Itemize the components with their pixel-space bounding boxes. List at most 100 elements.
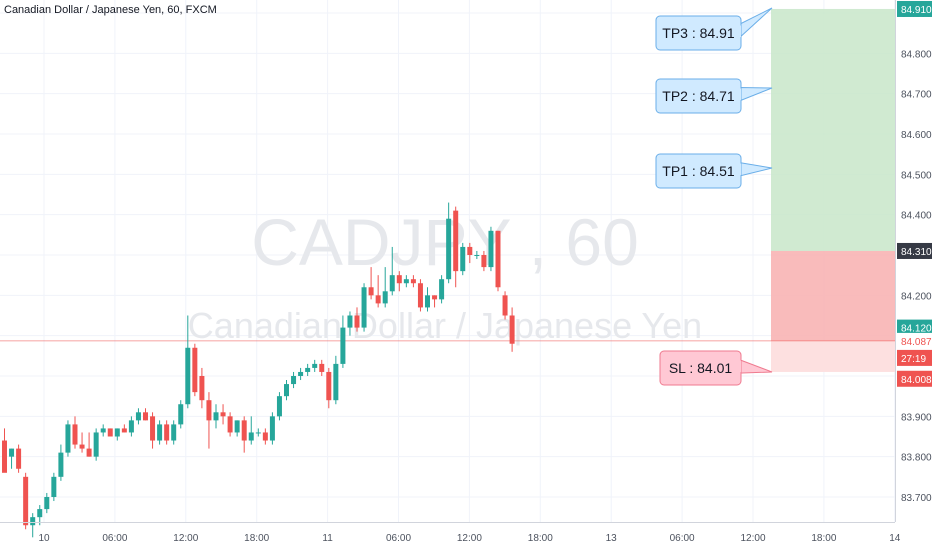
candle: [23, 472, 29, 530]
candle: [326, 367, 332, 409]
tag-current: 84.120: [897, 319, 932, 336]
candle: [389, 246, 395, 296]
tag-current-text: 84.120: [901, 324, 932, 335]
candle: [79, 432, 85, 453]
candle: [354, 307, 360, 332]
candle-body: [439, 279, 445, 300]
loss-zone-remaining: [771, 340, 895, 372]
candles: [2, 202, 515, 538]
candle: [403, 275, 409, 288]
candle-body: [340, 327, 346, 364]
candle-body: [396, 275, 402, 284]
x-tick-label: 18:00: [811, 533, 836, 544]
candle: [178, 400, 184, 429]
candle: [453, 206, 459, 288]
tag-last-bg: [897, 332, 932, 349]
candle-body: [114, 428, 120, 437]
candle-body: [333, 363, 339, 401]
candle-body: [276, 396, 282, 417]
candle-body: [79, 444, 85, 449]
candle-body: [509, 315, 515, 344]
candle: [227, 412, 233, 437]
candle-body: [460, 246, 466, 272]
candle: [199, 367, 205, 409]
candle: [410, 275, 416, 288]
candle: [185, 315, 191, 409]
candle: [86, 432, 92, 457]
candle-body: [248, 432, 254, 441]
candle-body: [157, 424, 163, 441]
candle: [51, 472, 57, 502]
x-tick-label: 12:00: [173, 533, 198, 544]
candle-body: [262, 432, 268, 441]
candle: [171, 420, 177, 445]
tag-top-bg: [897, 0, 932, 17]
candle: [213, 404, 219, 429]
candle: [37, 505, 43, 526]
candle-body: [16, 448, 22, 469]
tp2-label-text: TP2 : 84.71: [662, 88, 735, 104]
candle: [375, 275, 381, 308]
sl-label-pointer: [738, 358, 773, 374]
candle-body: [206, 400, 212, 421]
tag-entry: 84.310: [897, 242, 932, 259]
candle-body: [403, 279, 409, 284]
candle: [72, 416, 78, 449]
candle: [100, 424, 106, 437]
candle-body: [213, 412, 219, 421]
candle-body: [192, 347, 198, 393]
candle-body: [425, 295, 430, 308]
candle-body: [51, 476, 57, 497]
tp1-label: TP1 : 84.51: [655, 153, 773, 189]
candle: [44, 492, 50, 514]
candle-body: [319, 363, 325, 372]
candle: [396, 271, 402, 292]
candle-body: [100, 428, 106, 433]
candle: [432, 295, 438, 308]
candle: [121, 424, 127, 433]
candle: [425, 287, 430, 312]
candle-body: [241, 420, 247, 441]
tag-last: 84.087: [897, 332, 932, 349]
candle-body: [58, 452, 64, 477]
x-tick-label: 18:00: [244, 533, 269, 544]
tag-timer: 27:19: [897, 349, 932, 366]
candle: [305, 363, 311, 376]
tag-current-bg: [897, 319, 932, 336]
x-tick-label: 06:00: [102, 533, 127, 544]
candle-body: [312, 363, 318, 368]
candle: [509, 307, 515, 352]
y-tick-label: 84.500: [901, 170, 932, 181]
candle-body: [135, 412, 141, 421]
candle-body: [199, 375, 205, 401]
candle-body: [488, 230, 494, 268]
candle-body: [269, 416, 275, 441]
candle: [241, 416, 247, 453]
candle: [417, 279, 423, 312]
candle-body: [284, 384, 289, 397]
candle: [262, 428, 268, 445]
watermark-symbol: CADJPY , 60: [251, 205, 639, 279]
candle: [312, 359, 318, 372]
x-tick-label: 14: [889, 533, 901, 544]
position-zones: [0, 8, 895, 372]
candle-body: [65, 424, 71, 453]
y-tick-label: 84.600: [901, 130, 932, 141]
tag-last-text: 84.087: [901, 337, 932, 348]
candle: [220, 404, 226, 425]
candle: [474, 250, 480, 260]
candle: [65, 420, 71, 457]
candle: [361, 283, 367, 332]
candle: [382, 267, 388, 308]
tag-top: 84.910: [897, 0, 932, 17]
candle-body: [410, 279, 416, 284]
candle: [298, 367, 304, 381]
candle: [284, 380, 289, 401]
candle-body: [305, 367, 311, 372]
candle-body: [234, 420, 240, 433]
candle: [481, 250, 487, 272]
candle: [30, 513, 36, 538]
candle-body: [326, 371, 332, 401]
